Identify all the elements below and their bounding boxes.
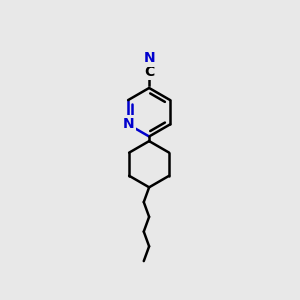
Text: C: C bbox=[144, 65, 154, 79]
Text: N: N bbox=[143, 51, 155, 65]
Text: N: N bbox=[122, 117, 134, 131]
